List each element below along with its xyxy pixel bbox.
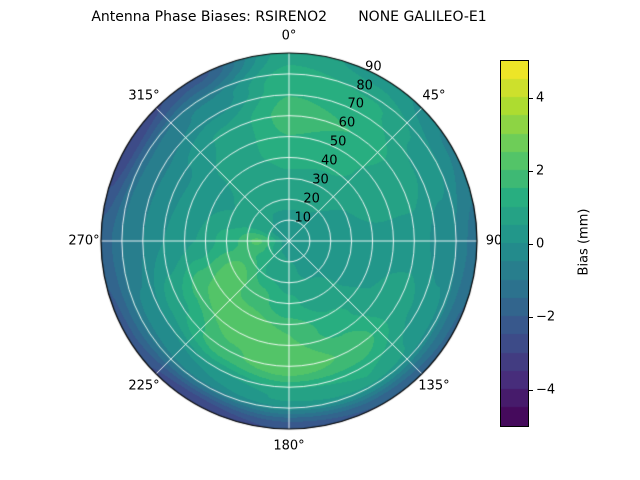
colorbar-tick-label-−4: −4 [536, 382, 556, 397]
colorbar-label: Bias (mm) [576, 208, 592, 276]
colorbar-tick-mark [529, 389, 533, 391]
theta-tick-label-90: 90 [485, 233, 503, 249]
r-tick-label-10: 10 [294, 210, 312, 226]
r-tick-label-20: 20 [303, 191, 320, 207]
r-tick-label-30: 30 [312, 172, 329, 188]
colorbar-tick-label-2: 2 [536, 163, 545, 178]
r-tick-label-50: 50 [329, 134, 347, 150]
colorbar [500, 60, 529, 427]
colorbar-tick-label-−2: −2 [536, 309, 556, 324]
r-tick-label-40: 40 [321, 153, 338, 169]
colorbar-tick-label-0: 0 [536, 236, 545, 251]
theta-tick-label-135: 135° [418, 378, 450, 394]
colorbar-tick-label-4: 4 [536, 90, 545, 105]
colorbar-tick-mark [529, 243, 533, 245]
r-tick-label-80: 80 [356, 78, 373, 94]
theta-tick-label-45: 45° [422, 88, 446, 104]
r-tick-label-60: 60 [338, 115, 356, 131]
colorbar-tick-mark [529, 316, 533, 318]
r-tick-label-90: 90 [365, 59, 382, 75]
colorbar-tick-mark [529, 97, 533, 99]
theta-tick-label-180: 180° [273, 438, 305, 454]
chart-title: Antenna Phase Biases: RSIRENO2 NONE GALI… [91, 9, 487, 25]
theta-tick-label-315: 315° [128, 88, 160, 104]
colorbar-tick-mark [529, 170, 533, 172]
theta-tick-label-270: 270° [68, 233, 100, 249]
r-tick-label-70: 70 [347, 96, 365, 112]
theta-tick-label-225: 225° [128, 378, 160, 394]
theta-tick-label-0: 0° [281, 28, 297, 44]
